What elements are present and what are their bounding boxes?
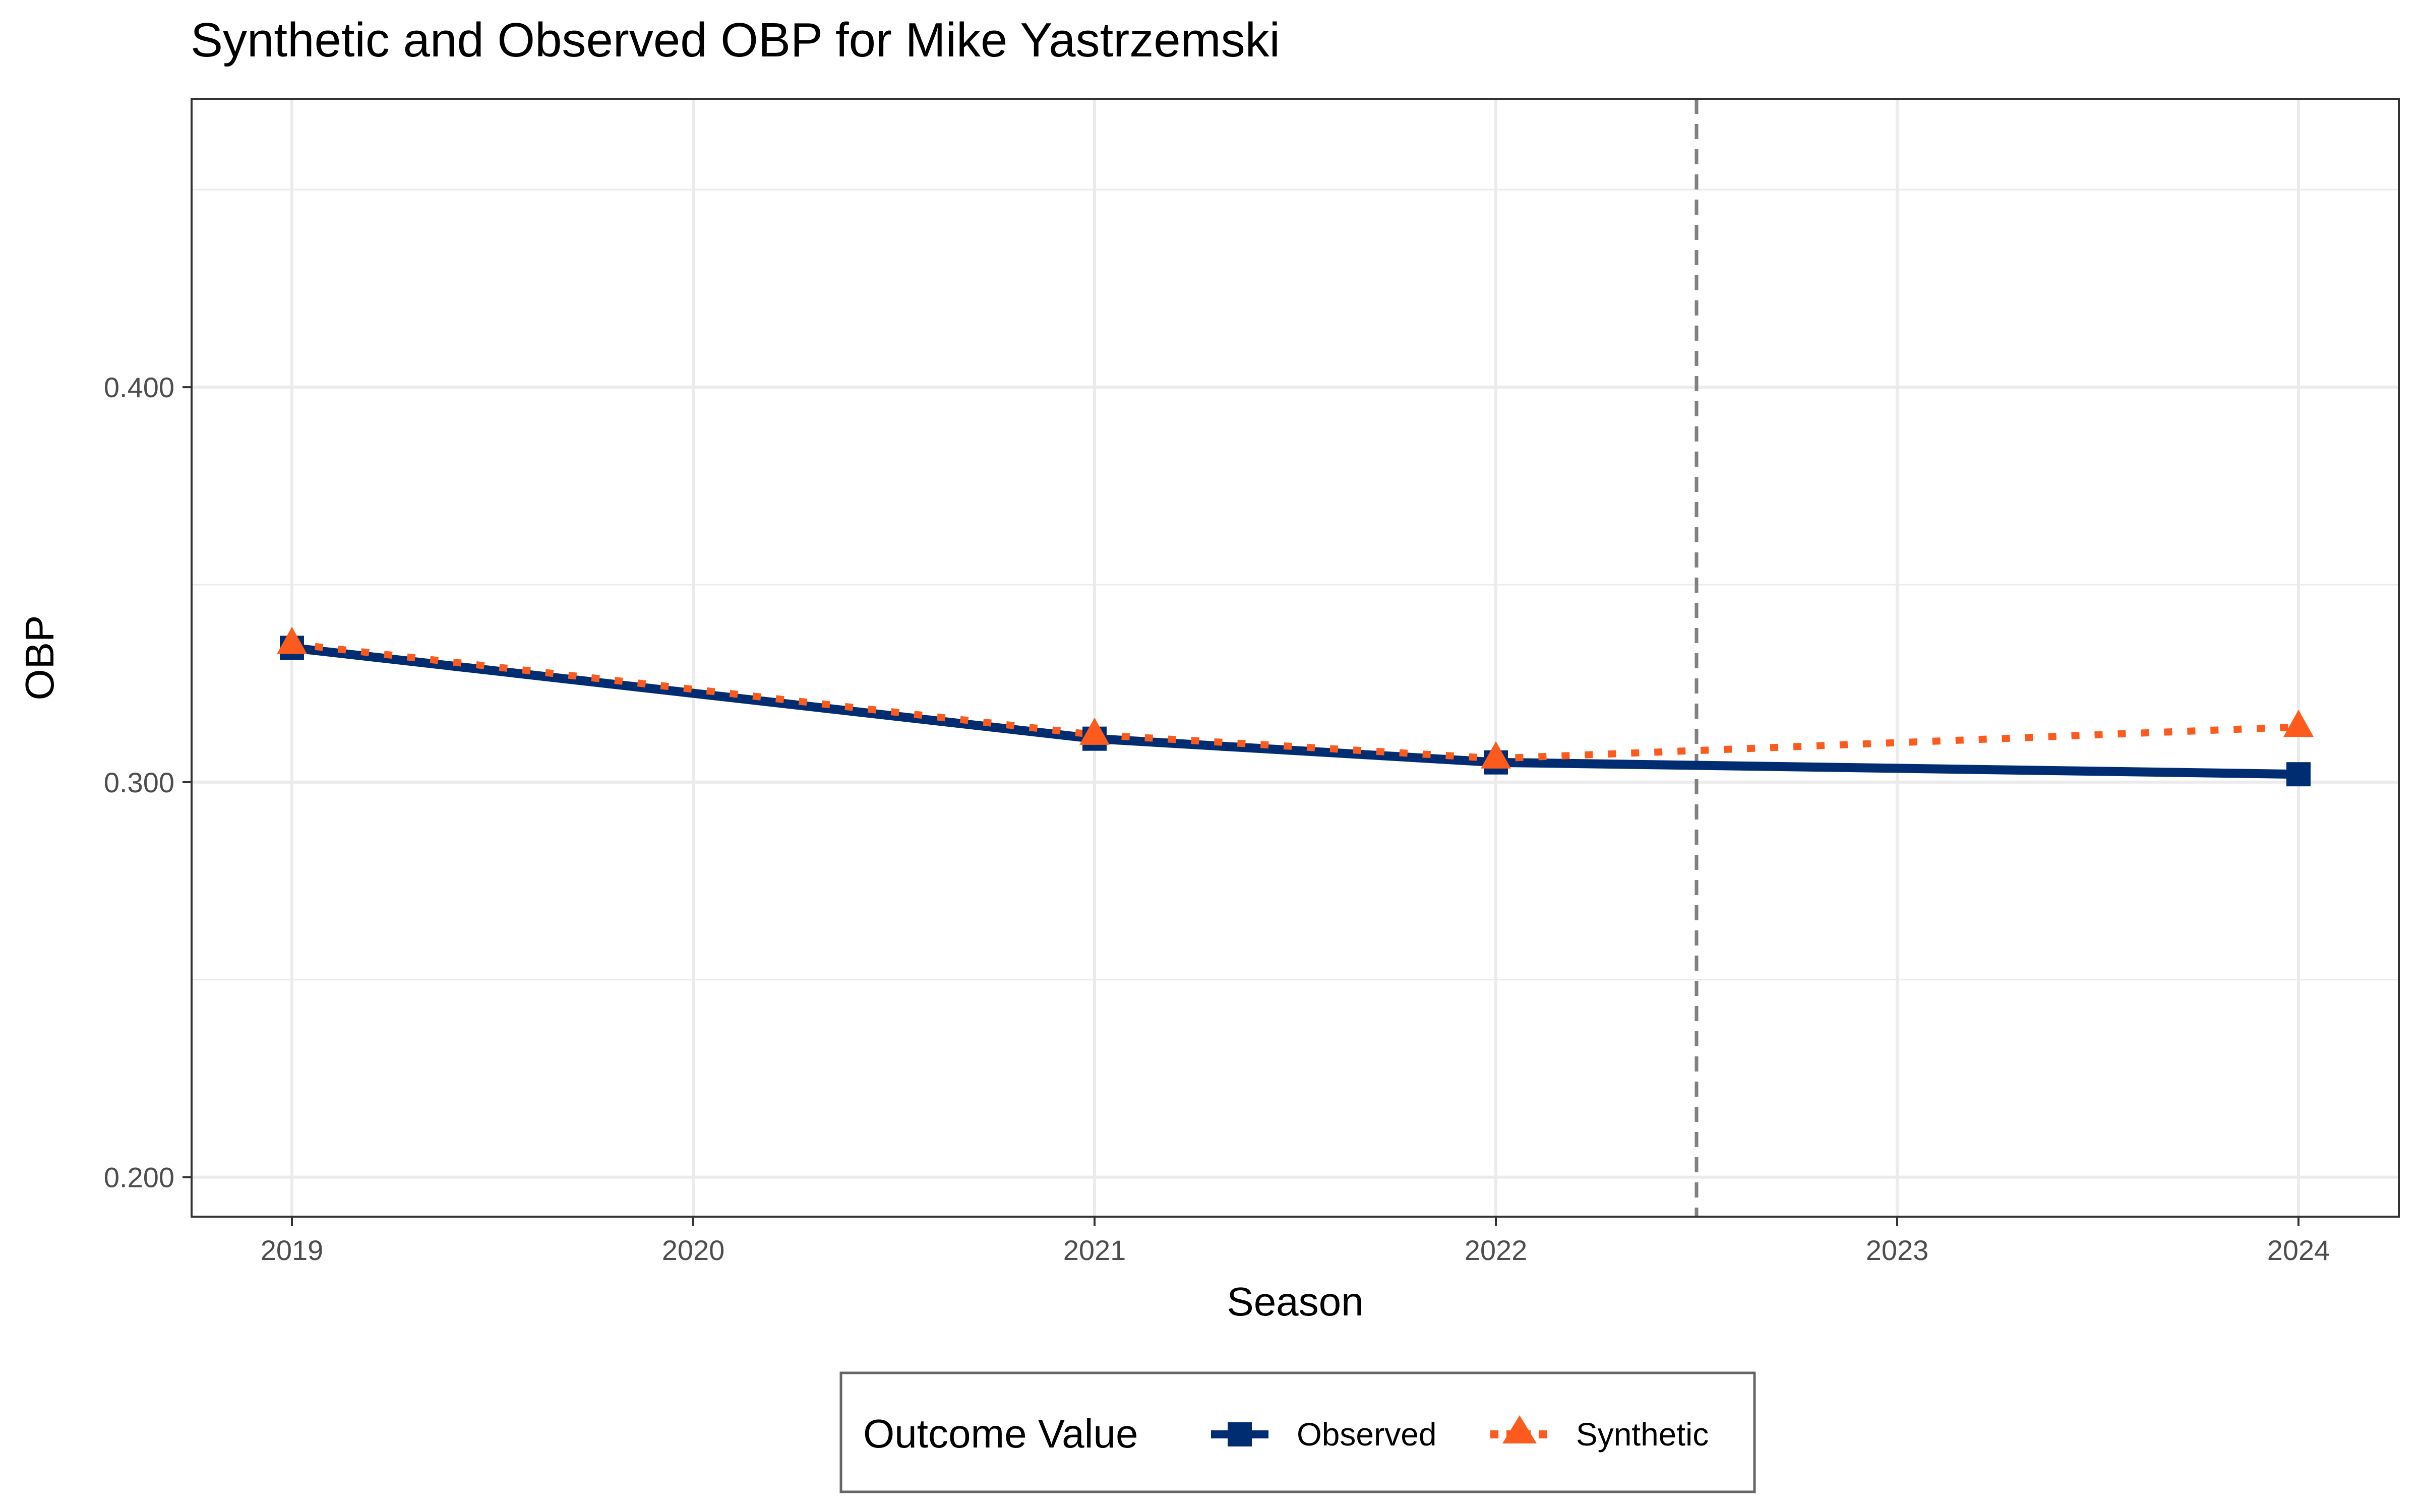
x-axis-title: Season [1227, 1279, 1363, 1324]
x-tick-label: 2024 [2267, 1234, 2330, 1266]
y-tick-label: 0.300 [104, 767, 174, 798]
major-gridlines [192, 99, 2399, 1217]
synthetic-point [277, 626, 307, 654]
y-tick-label: 0.400 [104, 371, 174, 403]
legend-title: Outcome Value [863, 1411, 1138, 1456]
synthetic-point [1481, 741, 1511, 769]
x-tick-label: 2023 [1866, 1234, 1929, 1266]
x-tick-label: 2021 [1063, 1234, 1126, 1266]
plot-panel [192, 99, 2399, 1217]
legend-synthetic-triangle-icon [1502, 1415, 1537, 1443]
observed-point [2286, 762, 2311, 787]
series-line-observed [291, 643, 2299, 779]
x-tick-label: 2019 [261, 1234, 324, 1266]
x-tick-label: 2022 [1465, 1234, 1528, 1266]
x-axis: 2019 2020 2021 2022 2023 2024 [261, 1217, 2330, 1266]
legend-box [839, 1371, 1756, 1493]
synthetic-point [1079, 717, 1110, 745]
legend-observed-label: Observed [1297, 1416, 1436, 1453]
y-tick-label: 0.200 [104, 1162, 174, 1193]
y-axis: 0.200 0.300 0.400 [104, 371, 192, 1193]
legend-observed-square-icon [1228, 1422, 1252, 1446]
y-axis-title: OBP [17, 615, 62, 701]
x-tick-label: 2020 [662, 1234, 725, 1266]
legend-synthetic-label: Synthetic [1576, 1416, 1709, 1453]
synthetic-point [2283, 710, 2314, 737]
minor-gridlines [192, 188, 2399, 981]
chart-title: Synthetic and Observed OBP for Mike Yast… [191, 13, 1280, 67]
series-layer [277, 626, 2314, 787]
legend-item-observed: Observed [1211, 1416, 1436, 1453]
legend-item-synthetic: Synthetic [1490, 1415, 1709, 1453]
legend: Outcome Value Observed Synthetic [839, 1371, 1756, 1493]
plot-border [191, 98, 2400, 1218]
